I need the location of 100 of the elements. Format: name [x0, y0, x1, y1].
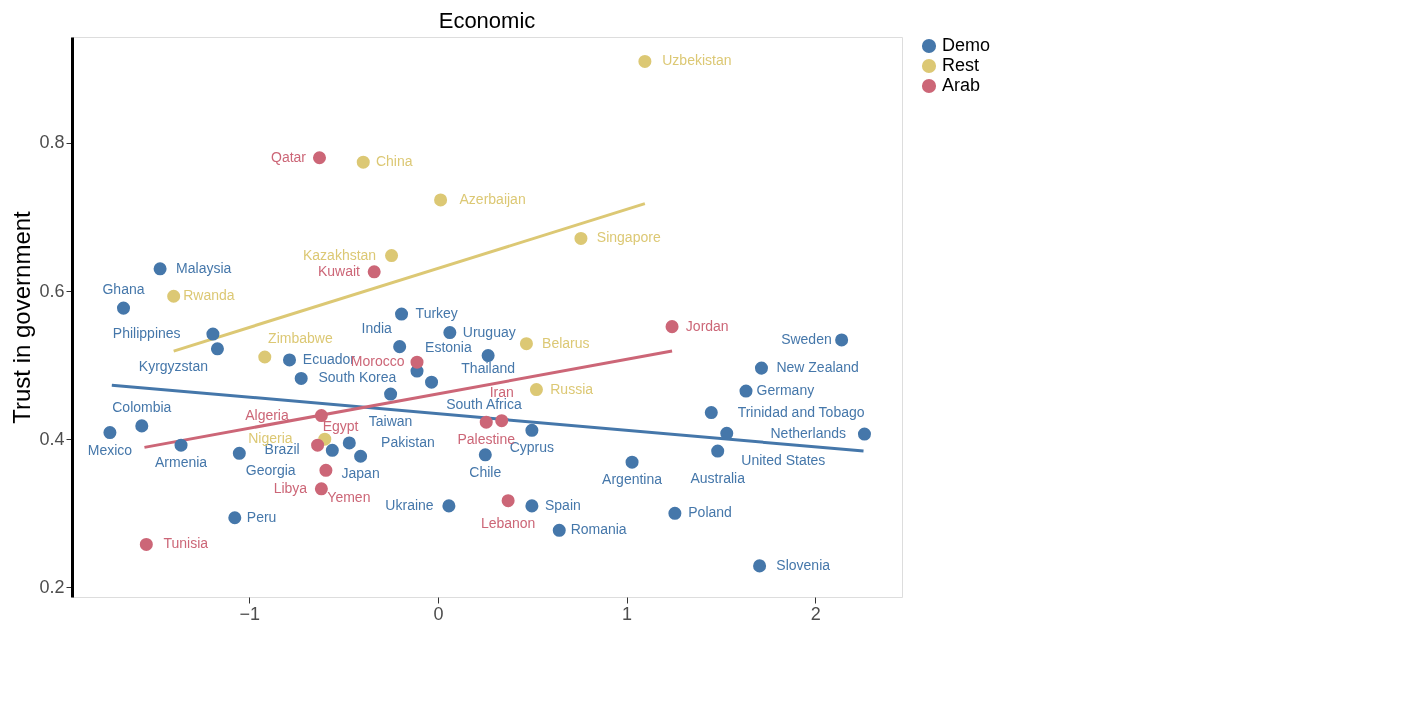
- point: [753, 559, 767, 573]
- annotation: Libya: [273, 479, 308, 496]
- annotation: Peru: [246, 508, 277, 525]
- annotation: Slovenia: [776, 556, 831, 573]
- point: [519, 337, 533, 351]
- point: [319, 463, 333, 477]
- point: [228, 511, 242, 525]
- point: [314, 409, 328, 423]
- annotation: Singapore: [596, 229, 661, 246]
- point: [325, 443, 339, 457]
- y-tick-label: 0.6: [39, 280, 65, 301]
- annotation: Australia: [690, 470, 746, 487]
- annotation: Spain: [544, 496, 581, 513]
- annotation: Japan: [341, 465, 380, 482]
- point: [720, 426, 734, 440]
- annotation: Colombia: [112, 398, 172, 415]
- annotation: Rwanda: [183, 287, 235, 304]
- annotation: Kuwait: [317, 262, 361, 279]
- point: [668, 506, 682, 520]
- point: [311, 438, 325, 452]
- x-tick-label: 0: [433, 603, 444, 624]
- annotation: Russia: [550, 380, 594, 397]
- point: [501, 494, 515, 508]
- point: [395, 307, 409, 321]
- point: [495, 414, 509, 428]
- point: [481, 349, 495, 363]
- annotation: Algeria: [245, 406, 289, 423]
- annotation: Tunisia: [163, 535, 209, 552]
- annotation: India: [361, 319, 393, 336]
- annotation: Poland: [688, 504, 732, 521]
- point: [282, 353, 297, 367]
- point: [665, 320, 679, 334]
- legend-label: Rest: [942, 55, 980, 75]
- annotation: Azerbaijan: [459, 190, 526, 207]
- point: [116, 301, 131, 315]
- annotation: Uruguay: [462, 323, 516, 340]
- point: [479, 415, 493, 429]
- annotation: Armenia: [154, 454, 208, 471]
- annotation: Kyrgyzstan: [138, 357, 209, 374]
- annotation: Pakistan: [381, 433, 435, 450]
- point: [529, 383, 543, 397]
- point: [442, 499, 456, 513]
- annotation: Jordan: [685, 317, 729, 334]
- point: [210, 342, 224, 356]
- legend-label: Arab: [942, 75, 981, 95]
- x-tick-label: 2: [810, 603, 821, 624]
- y-tick-label: 0.4: [39, 428, 65, 449]
- annotation: United States: [741, 452, 826, 469]
- annotation: Malaysia: [176, 259, 232, 276]
- point: [711, 444, 725, 458]
- annotation: Ghana: [102, 281, 145, 298]
- point: [314, 482, 328, 496]
- chart-title: Economic: [438, 8, 536, 33]
- point: [103, 426, 117, 440]
- annotation: Taiwan: [368, 413, 413, 430]
- annotation: Mexico: [87, 441, 133, 458]
- x-tick-label: 1: [622, 603, 633, 624]
- point: [574, 231, 588, 245]
- point: [135, 419, 149, 433]
- annotation: Uzbekistan: [662, 52, 732, 69]
- point: [857, 427, 871, 441]
- annotation: Philippines: [112, 325, 181, 342]
- point: [356, 155, 370, 169]
- annotation: Kazakhstan: [302, 246, 377, 263]
- annotation: Trinidad and Tobago: [737, 403, 865, 420]
- point: [139, 537, 153, 551]
- point: [525, 423, 539, 437]
- legend-label: Demo: [942, 35, 991, 55]
- y-axis-title: Trust in government: [8, 210, 36, 424]
- annotation: Netherlands: [770, 425, 847, 442]
- x-tick-label: −1: [239, 603, 261, 624]
- point: [153, 262, 167, 276]
- point: [312, 151, 327, 165]
- annotation: Estonia: [425, 339, 472, 356]
- annotation: Sweden: [781, 330, 832, 347]
- point: [434, 193, 448, 207]
- point: [704, 406, 718, 420]
- annotation: Qatar: [270, 148, 307, 165]
- annotation: Zimbabwe: [268, 330, 333, 346]
- annotation: South Africa: [446, 396, 522, 413]
- annotation: Yemen: [327, 489, 371, 506]
- annotation: Argentina: [602, 471, 663, 488]
- point: [385, 249, 399, 263]
- annotation: New Zealand: [776, 359, 859, 376]
- point: [342, 436, 356, 450]
- y-tick-label: 0.8: [39, 132, 65, 153]
- point: [354, 449, 368, 463]
- annotation: Thailand: [461, 359, 515, 376]
- annotation: Georgia: [245, 462, 296, 479]
- annotation: Chile: [469, 463, 502, 480]
- point: [258, 350, 272, 364]
- point: [206, 327, 220, 341]
- annotation: Romania: [570, 521, 627, 538]
- annotation: Lebanon: [480, 514, 536, 531]
- annotation: Turkey: [415, 305, 458, 322]
- point: [167, 289, 181, 303]
- point: [294, 371, 308, 385]
- point: [625, 455, 639, 469]
- point: [638, 54, 652, 68]
- annotation: South Korea: [318, 369, 397, 386]
